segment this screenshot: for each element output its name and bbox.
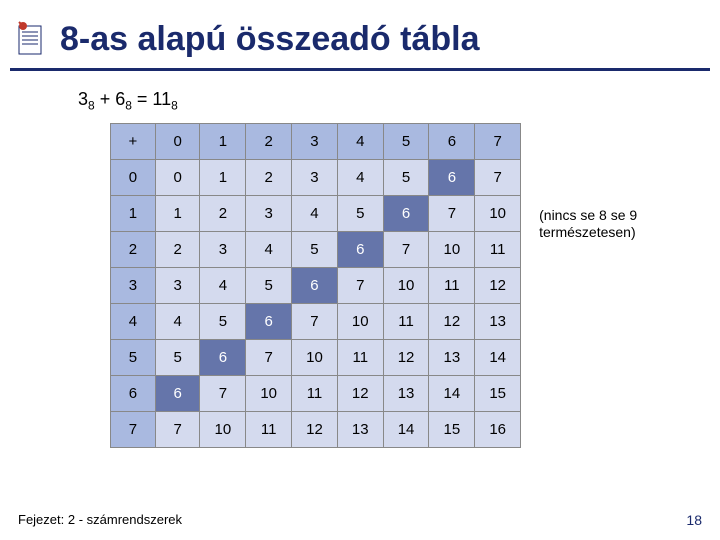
table-cell: 7	[429, 195, 475, 231]
table-cell: 14	[475, 339, 521, 375]
table-cell: 3	[200, 231, 246, 267]
table-col-header: 6	[429, 123, 475, 159]
table-col-header: 1	[200, 123, 246, 159]
table-cell: 5	[292, 231, 338, 267]
slide-header: 8-as alapú összeadó tábla	[0, 0, 720, 68]
table-cell: 6	[383, 195, 429, 231]
table-cell: 6	[246, 303, 292, 339]
title-divider	[10, 68, 710, 71]
table-cell: 11	[292, 375, 338, 411]
table-cell: 7	[246, 339, 292, 375]
table-cell: 5	[383, 159, 429, 195]
table-cell: 4	[337, 159, 383, 195]
table-cell: 10	[337, 303, 383, 339]
table-cell: 11	[337, 339, 383, 375]
table-cell: 13	[429, 339, 475, 375]
table-cell: 6	[200, 339, 246, 375]
table-row-header: 2	[111, 231, 156, 267]
table-col-header: 7	[475, 123, 521, 159]
table-cell: 5	[337, 195, 383, 231]
table-cell: 2	[246, 159, 292, 195]
slide-footer: Fejezet: 2 - számrendszerek 18	[18, 512, 702, 528]
table-row-header: 4	[111, 303, 156, 339]
table-cell: 7	[292, 303, 338, 339]
table-cell: 3	[155, 267, 200, 303]
table-cell: 12	[337, 375, 383, 411]
table-cell: 3	[292, 159, 338, 195]
table-cell: 5	[200, 303, 246, 339]
table-cell: 14	[383, 411, 429, 447]
table-cell: 13	[337, 411, 383, 447]
page-title: 8-as alapú összeadó tábla	[60, 20, 480, 59]
table-cell: 11	[475, 231, 521, 267]
table-cell: 15	[475, 375, 521, 411]
table-cell: 0	[155, 159, 200, 195]
table-cell: 6	[292, 267, 338, 303]
table-col-header: 2	[246, 123, 292, 159]
table-cell: 1	[200, 159, 246, 195]
table-cell: 11	[246, 411, 292, 447]
addition-table-wrap: +012345670012345671123456710223456710113…	[110, 123, 521, 448]
table-cell: 12	[475, 267, 521, 303]
table-row-header: 3	[111, 267, 156, 303]
table-row-header: 7	[111, 411, 156, 447]
table-cell: 7	[383, 231, 429, 267]
table-cell: 12	[383, 339, 429, 375]
equation-line: 38 + 68 = 118	[78, 89, 720, 113]
table-cell: 5	[155, 339, 200, 375]
table-cell: 2	[200, 195, 246, 231]
table-cell: 7	[200, 375, 246, 411]
table-cell: 6	[337, 231, 383, 267]
addition-table: +012345670012345671123456710223456710113…	[110, 123, 521, 448]
chapter-label: Fejezet: 2 - számrendszerek	[18, 512, 182, 528]
table-cell: 10	[246, 375, 292, 411]
table-cell: 6	[155, 375, 200, 411]
table-cell: 4	[246, 231, 292, 267]
pushpin-doc-icon	[10, 18, 50, 60]
table-col-header: +	[111, 123, 156, 159]
table-cell: 13	[475, 303, 521, 339]
table-col-header: 3	[292, 123, 338, 159]
page-number: 18	[686, 512, 702, 528]
table-cell: 12	[292, 411, 338, 447]
table-col-header: 4	[337, 123, 383, 159]
table-cell: 4	[200, 267, 246, 303]
table-col-header: 0	[155, 123, 200, 159]
table-cell: 5	[246, 267, 292, 303]
table-cell: 15	[429, 411, 475, 447]
table-cell: 14	[429, 375, 475, 411]
table-cell: 1	[155, 195, 200, 231]
table-cell: 4	[292, 195, 338, 231]
table-cell: 7	[475, 159, 521, 195]
table-cell: 11	[383, 303, 429, 339]
side-note: (nincs se 8 se 9 természetesen)	[539, 207, 720, 242]
table-cell: 10	[383, 267, 429, 303]
table-row-header: 0	[111, 159, 156, 195]
table-cell: 7	[337, 267, 383, 303]
table-cell: 4	[155, 303, 200, 339]
table-cell: 13	[383, 375, 429, 411]
table-cell: 10	[200, 411, 246, 447]
table-cell: 10	[429, 231, 475, 267]
table-col-header: 5	[383, 123, 429, 159]
table-cell: 10	[292, 339, 338, 375]
table-row-header: 6	[111, 375, 156, 411]
table-row-header: 1	[111, 195, 156, 231]
table-cell: 7	[155, 411, 200, 447]
table-cell: 11	[429, 267, 475, 303]
table-cell: 6	[429, 159, 475, 195]
table-row-header: 5	[111, 339, 156, 375]
table-cell: 16	[475, 411, 521, 447]
table-cell: 12	[429, 303, 475, 339]
table-cell: 3	[246, 195, 292, 231]
table-cell: 2	[155, 231, 200, 267]
table-cell: 10	[475, 195, 521, 231]
